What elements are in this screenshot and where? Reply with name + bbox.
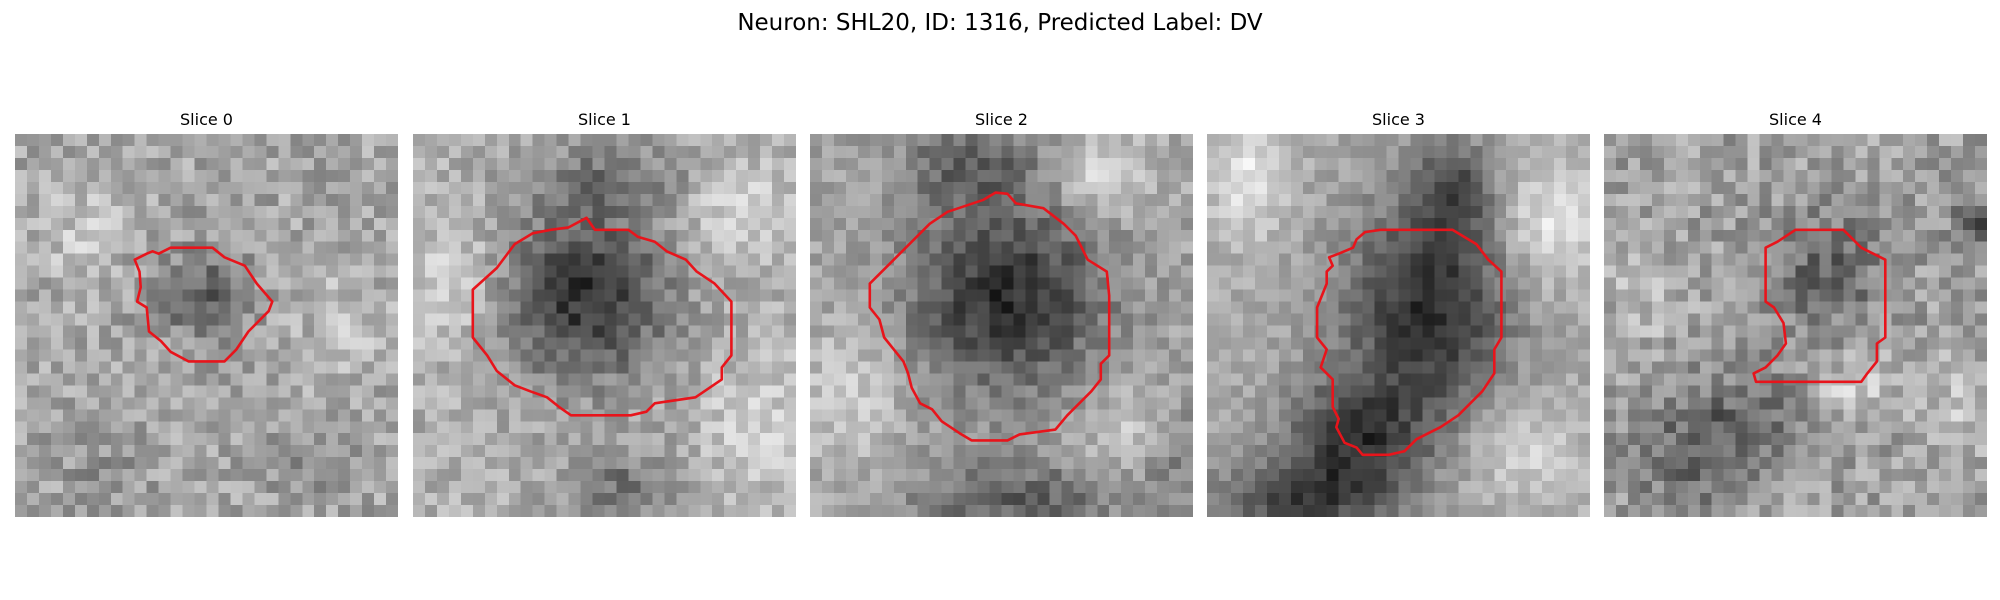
roi-outline xyxy=(868,191,1111,442)
roi-outline xyxy=(133,246,274,363)
slice-title: Slice 3 xyxy=(1372,110,1425,129)
slice-panel-1: Slice 1 xyxy=(413,108,796,517)
slice-image xyxy=(1604,134,1987,517)
slice-title: Slice 0 xyxy=(180,110,233,129)
slice-image xyxy=(810,134,1193,517)
figure-title: Neuron: SHL20, ID: 1316, Predicted Label… xyxy=(737,10,1263,36)
roi-outline xyxy=(1315,228,1503,457)
slice-title: Slice 1 xyxy=(578,110,631,129)
slice-panel-2: Slice 2 xyxy=(810,108,1193,517)
roi-outline-path xyxy=(868,191,1111,442)
roi-outline xyxy=(471,216,733,417)
roi-outline-path xyxy=(1752,228,1887,384)
slice-panel-3: Slice 3 xyxy=(1207,108,1590,517)
slice-title: Slice 2 xyxy=(975,110,1028,129)
roi-outline xyxy=(1752,228,1887,384)
roi-outline-path xyxy=(471,216,733,417)
roi-outline-path xyxy=(1315,228,1503,457)
slice-title: Slice 4 xyxy=(1769,110,1822,129)
slice-image xyxy=(15,134,398,517)
slice-panel-0: Slice 0 xyxy=(15,108,398,517)
slice-panel-4: Slice 4 xyxy=(1604,108,1987,517)
roi-outline-path xyxy=(133,246,274,363)
